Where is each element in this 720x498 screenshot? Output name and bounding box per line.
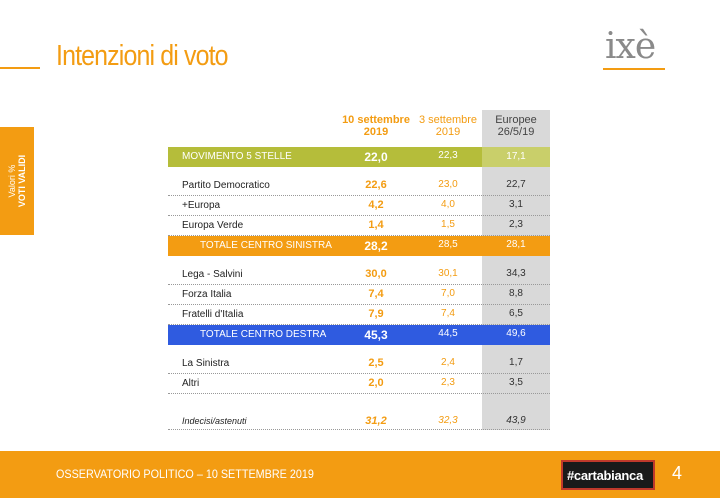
table-row-altri: Altri 2,0 2,3 3,5 xyxy=(168,374,550,394)
logo-text: ixè xyxy=(605,26,656,67)
table-row-indecisi: Indecisi/astenuti 31,2 32,3 43,9 xyxy=(168,412,550,430)
table-row-la-sinistra: La Sinistra 2,5 2,4 1,7 xyxy=(168,354,550,374)
value-europee: 3,5 xyxy=(509,377,523,388)
logo-underline xyxy=(603,68,665,70)
value-10-settembre: 7,4 xyxy=(368,288,384,300)
title-accent-line xyxy=(0,67,40,69)
value-3-settembre: 28,5 xyxy=(438,239,458,250)
value-3-settembre: 22,3 xyxy=(438,150,458,161)
row-label: +Europa xyxy=(182,200,221,211)
row-label: Indecisi/astenuti xyxy=(182,416,247,426)
table-row-m5s: MOVIMENTO 5 STELLE 22,0 22,3 17,1 xyxy=(168,147,550,167)
row-label: Partito Democratico xyxy=(182,180,270,191)
value-10-settembre: 2,0 xyxy=(368,377,384,389)
value-3-settembre: 23,0 xyxy=(438,179,458,190)
value-europee: 22,7 xyxy=(506,179,526,190)
value-europee: 6,5 xyxy=(509,308,523,319)
value-10-settembre: 2,5 xyxy=(368,357,384,369)
table-row-europa-verde: Europa Verde 1,4 1,5 2,3 xyxy=(168,216,550,236)
footer-text: OSSERVATORIO POLITICO – 10 SETTEMBRE 201… xyxy=(56,467,314,481)
row-label: Forza Italia xyxy=(182,289,232,300)
value-10-settembre: 28,2 xyxy=(364,239,388,253)
value-europee: 2,3 xyxy=(509,219,523,230)
value-3-settembre: 44,5 xyxy=(438,328,458,339)
row-label: Europa Verde xyxy=(182,220,244,231)
value-3-settembre: 7,4 xyxy=(441,308,455,319)
row-label: Altri xyxy=(182,378,200,389)
row-label: MOVIMENTO 5 STELLE xyxy=(182,151,292,162)
table-row-forza-italia: Forza Italia 7,4 7,0 8,8 xyxy=(168,285,550,305)
value-3-settembre: 32,3 xyxy=(438,415,458,426)
value-europee: 17,1 xyxy=(482,147,550,167)
value-europee: 3,1 xyxy=(509,199,523,210)
value-europee: 49,6 xyxy=(506,328,526,339)
page-title: Intenzioni di voto xyxy=(56,40,229,72)
value-10-settembre: 4,2 xyxy=(368,199,384,211)
value-europee: 1,7 xyxy=(509,357,523,368)
footer-bar: OSSERVATORIO POLITICO – 10 SETTEMBRE 201… xyxy=(0,451,720,498)
column-header-3-settembre: 3 settembre 2019 xyxy=(418,114,478,138)
value-10-settembre: 22,6 xyxy=(365,179,387,191)
table-row-piu-europa: +Europa 4,2 4,0 3,1 xyxy=(168,196,550,216)
value-3-settembre: 4,0 xyxy=(441,199,455,210)
cartabianca-logo: #cartabianca xyxy=(561,460,655,490)
value-europee: 28,1 xyxy=(506,239,526,250)
value-3-settembre: 2,4 xyxy=(441,357,455,368)
brand-text: #cartabianca xyxy=(567,468,643,483)
side-tab-line1: Valori % xyxy=(7,164,17,198)
table-row-totale-centro-destra: TOTALE CENTRO DESTRA 45,3 44,5 49,6 xyxy=(168,325,550,345)
value-3-settembre: 2,3 xyxy=(441,377,455,388)
row-label: Fratelli d'Italia xyxy=(182,309,244,320)
value-10-settembre: 1,4 xyxy=(368,219,384,231)
value-3-settembre: 1,5 xyxy=(441,219,455,230)
row-label: La Sinistra xyxy=(182,358,230,369)
table-row-pd: Partito Democratico 22,6 23,0 22,7 xyxy=(168,176,550,196)
value-10-settembre: 7,9 xyxy=(368,308,384,320)
table-row-totale-centro-sinistra: TOTALE CENTRO SINISTRA 28,2 28,5 28,1 xyxy=(168,236,550,256)
value-10-settembre: 30,0 xyxy=(365,268,387,280)
side-tab-line2: VOTI VALIDI xyxy=(17,154,27,208)
row-label: Lega - Salvini xyxy=(182,269,243,280)
side-tab-text: Valori % VOTI VALIDI xyxy=(7,155,27,207)
page-number: 4 xyxy=(672,463,683,483)
value-10-settembre: 45,3 xyxy=(364,328,388,342)
table-row-lega: Lega - Salvini 30,0 30,1 34,3 xyxy=(168,265,550,285)
row-label: TOTALE CENTRO SINISTRA xyxy=(200,240,332,251)
value-3-settembre: 30,1 xyxy=(438,268,458,279)
table-row-fratelli-italia: Fratelli d'Italia 7,9 7,4 6,5 xyxy=(168,305,550,325)
value-10-settembre: 31,2 xyxy=(365,415,387,427)
value-europee: 43,9 xyxy=(506,415,526,426)
column-header-europee: Europee 26/5/19 xyxy=(495,114,537,138)
row-label: TOTALE CENTRO DESTRA xyxy=(200,329,327,340)
ixe-logo: ixè xyxy=(603,22,665,70)
value-3-settembre: 7,0 xyxy=(441,288,455,299)
value-10-settembre: 22,0 xyxy=(364,150,388,164)
column-header-10-settembre: 10 settembre 2019 xyxy=(342,114,410,138)
value-europee: 8,8 xyxy=(509,288,523,299)
value-europee: 34,3 xyxy=(506,268,526,279)
side-tab: Valori % VOTI VALIDI xyxy=(0,127,34,235)
